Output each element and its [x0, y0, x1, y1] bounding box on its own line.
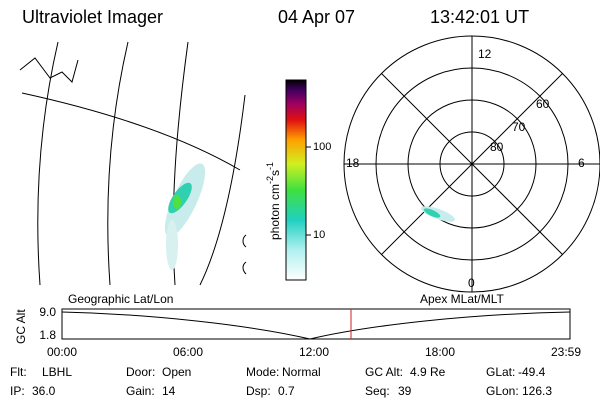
unit: s — [268, 170, 282, 176]
field-value: Open — [162, 365, 191, 379]
unit-exp: -1 — [265, 162, 275, 170]
mlat-label: 70 — [512, 120, 526, 134]
colorbar-label: photon cm-2s-1 — [265, 162, 282, 240]
field-label: Mode: — [246, 365, 279, 379]
timeline-axis-label: GC Alt — [14, 309, 28, 344]
field-label: GC Alt: — [365, 365, 403, 379]
field-value: 36.0 — [32, 384, 56, 398]
title: Ultraviolet Imager — [22, 7, 163, 27]
colorbar-tick-label: 100 — [313, 141, 331, 153]
field-value: 0.7 — [278, 384, 295, 398]
field-label: GLon: — [486, 384, 519, 398]
mlt-label: 6 — [578, 156, 585, 170]
colorbar-tick-label: 10 — [313, 229, 325, 241]
timeline-label: Geographic Lat/Lon — [68, 292, 173, 306]
field-value: 126.3 — [522, 384, 552, 398]
time: 13:42:01 UT — [430, 7, 529, 27]
unit-exp: -2 — [265, 176, 275, 184]
field-label: IP: — [10, 384, 25, 398]
date: 04 Apr 07 — [278, 7, 355, 27]
time-label: 23:59 — [551, 345, 581, 359]
field-value: -49.4 — [518, 365, 546, 379]
field-label: Seq: — [365, 384, 390, 398]
mlt-label: 0 — [468, 276, 475, 290]
timeline-y-label: 1.8 — [39, 328, 56, 342]
field-value: LBHL — [42, 365, 72, 379]
timeline-label: Apex MLat/MLT — [420, 292, 504, 306]
field-value: 39 — [398, 384, 412, 398]
unit: photon cm — [268, 184, 282, 240]
time-label: 18:00 — [425, 345, 455, 359]
field-label: Door: — [126, 365, 155, 379]
mlt-label: 12 — [478, 47, 492, 61]
colorbar — [285, 79, 307, 281]
timeline-y-label: 9.0 — [39, 305, 56, 319]
field-value: 14 — [162, 384, 176, 398]
altitude-curve — [61, 311, 571, 340]
mlat-label: 60 — [536, 97, 550, 111]
field-label: GLat: — [486, 365, 515, 379]
field-label: Flt: — [10, 365, 27, 379]
time-label: 00:00 — [47, 345, 77, 359]
field-label: Dsp: — [246, 384, 271, 398]
field-label: Gain: — [126, 384, 155, 398]
time-label: 12:00 — [299, 345, 329, 359]
time-label: 06:00 — [173, 345, 203, 359]
mlat-label: 80 — [490, 140, 504, 154]
field-value: Normal — [282, 365, 321, 379]
polar-plot — [343, 35, 600, 293]
mlt-label: 18 — [346, 156, 360, 170]
map-panel — [19, 41, 247, 286]
field-value: 4.9 Re — [410, 365, 446, 379]
footer: Flt: LBHL Door: Open Mode: Normal GC Alt: 4.9 R… — [10, 365, 552, 398]
timeline-box — [61, 308, 571, 340]
